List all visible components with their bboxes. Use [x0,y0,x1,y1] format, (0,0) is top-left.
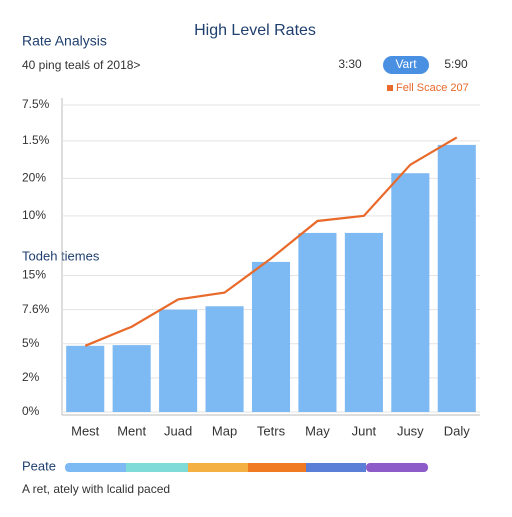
subtitle: 40 ping tealś of 2018> [22,58,140,72]
legend-label: Fell Scace 207 [396,82,469,94]
x-tick-label: Map [212,423,237,438]
color-bar [65,463,428,472]
bar [66,345,105,412]
x-tick-label: Mest [71,423,100,438]
y-tick-label: 0% [22,404,40,418]
control-left: 3:30 [338,57,362,71]
segment [188,463,248,472]
section-label: Rate Analysis [22,33,107,49]
x-tick-label: May [305,423,330,438]
y-tick-label: 7.6% [22,302,50,316]
bar [205,306,244,412]
x-tick-label: Tetrs [257,423,286,438]
bar [437,144,476,412]
segment [126,463,188,472]
x-tick-label: Jusy [397,423,424,438]
segment [306,463,366,472]
y-tick-label: 20% [22,171,46,185]
footer-caption: A ret, ately with lcalid paced [22,482,170,496]
segment [366,463,428,472]
y-tick-label: 5% [22,336,40,350]
bar [344,232,383,412]
segment [65,463,130,472]
y-tick-label: 15% [22,268,46,282]
control-right: 5:90 [444,57,468,71]
annotation: Todeh tiemes [22,248,100,263]
chart-title: High Level Rates [194,22,316,39]
segment [248,463,306,472]
y-tick-label: 7.5% [22,97,50,111]
x-tick-label: Juad [164,423,192,438]
line [84,136,458,347]
bar [391,173,430,412]
y-tick-label: 2% [22,370,40,384]
bar [251,261,291,412]
x-tick-label: Junt [352,423,377,438]
legend-swatch [387,85,393,91]
bar [298,232,337,412]
bar [112,345,151,412]
button[interactable] [383,56,429,74]
bar [159,309,198,412]
button-label[interactable]: Vart [395,57,417,71]
x-tick-label: Daly [444,423,471,438]
y-tick-label: 10% [22,208,46,222]
y-tick-label: 1.5% [22,133,50,147]
footer-label: Peate [22,458,56,473]
x-tick-label: Ment [117,423,146,438]
